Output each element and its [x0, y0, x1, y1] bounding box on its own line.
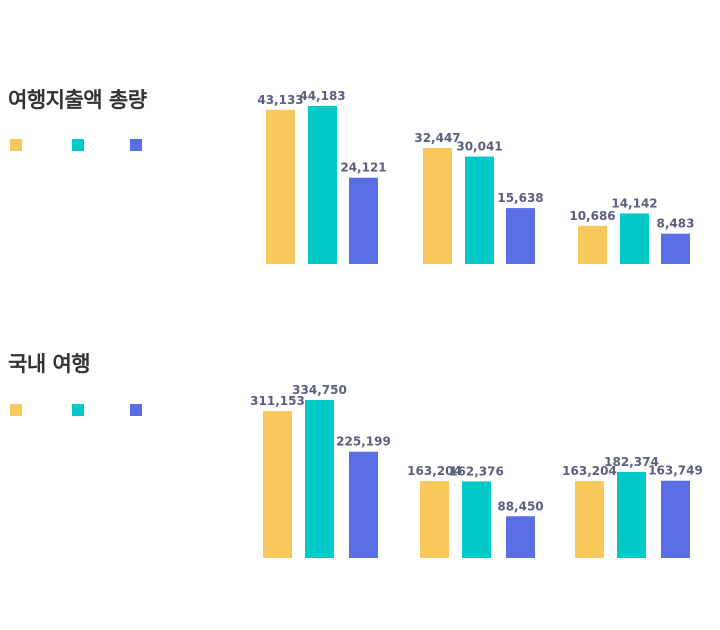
bar-value-label: 24,121 — [340, 161, 386, 175]
bar-value-label: 182,374 — [604, 455, 659, 469]
bar-group3-series3 — [661, 233, 690, 264]
bar-value-label: 14,142 — [611, 196, 657, 210]
bar-group3-series3 — [661, 480, 690, 558]
bar-value-label: 334,750 — [292, 383, 347, 397]
legend-swatch-2 — [72, 404, 84, 416]
bar-group1-series2 — [305, 400, 334, 558]
chart-domestic-travel: 국내 여행 311,153 334,750 225,199 163,204 162,37… — [0, 300, 720, 600]
bar-value-label: 44,183 — [299, 89, 345, 103]
bar-value-label: 163,204 — [562, 464, 617, 478]
chart-title: 여행지출액 총량 — [8, 88, 147, 112]
bar-group3-series1 — [578, 225, 607, 264]
bar-group1-series3 — [349, 177, 378, 264]
bar-group2-series1 — [423, 147, 452, 264]
bar-group2-series3 — [506, 516, 535, 558]
bar-value-label: 162,376 — [449, 464, 504, 478]
bar-value-label: 225,199 — [336, 435, 391, 449]
legend-swatch-3 — [130, 139, 142, 151]
bar-group1-series2 — [308, 106, 337, 264]
bar-group3-series1 — [575, 480, 604, 558]
legend-swatch-1 — [10, 139, 22, 151]
bar-group3-series2 — [617, 471, 646, 558]
bar-group1-series1 — [266, 109, 295, 264]
bar-group1-series3 — [349, 451, 378, 558]
bar-value-label: 163,204 — [407, 464, 462, 478]
legend-swatch-2 — [72, 139, 84, 151]
bar-value-label: 32,447 — [414, 131, 460, 145]
bar-value-label: 311,153 — [250, 394, 305, 408]
bar-value-label: 30,041 — [456, 140, 502, 154]
chart-title: 국내 여행 — [8, 352, 91, 376]
bar-value-label: 15,638 — [497, 191, 543, 205]
chart-total-travel-spending: 여행지출액 총량 43,133 44,183 24,121 32,447 30,041 1… — [0, 0, 720, 300]
legend-swatch-1 — [10, 404, 22, 416]
legend-swatch-3 — [130, 404, 142, 416]
bar-group2-series1 — [420, 480, 449, 558]
bar-group2-series3 — [506, 208, 535, 264]
bar-group2-series2 — [462, 481, 491, 558]
bar-group2-series2 — [465, 156, 494, 264]
bar-value-label: 10,686 — [569, 209, 615, 223]
bar-value-label: 88,450 — [497, 499, 543, 513]
bar-group3-series2 — [620, 213, 649, 264]
bar-group1-series1 — [263, 411, 292, 558]
bar-chart-plot: 311,153334,750225,199163,204162,37688,45… — [250, 383, 703, 558]
bar-value-label: 163,749 — [648, 464, 703, 478]
bar-value-label: 43,133 — [257, 93, 303, 107]
bar-value-label: 8,483 — [657, 217, 695, 231]
